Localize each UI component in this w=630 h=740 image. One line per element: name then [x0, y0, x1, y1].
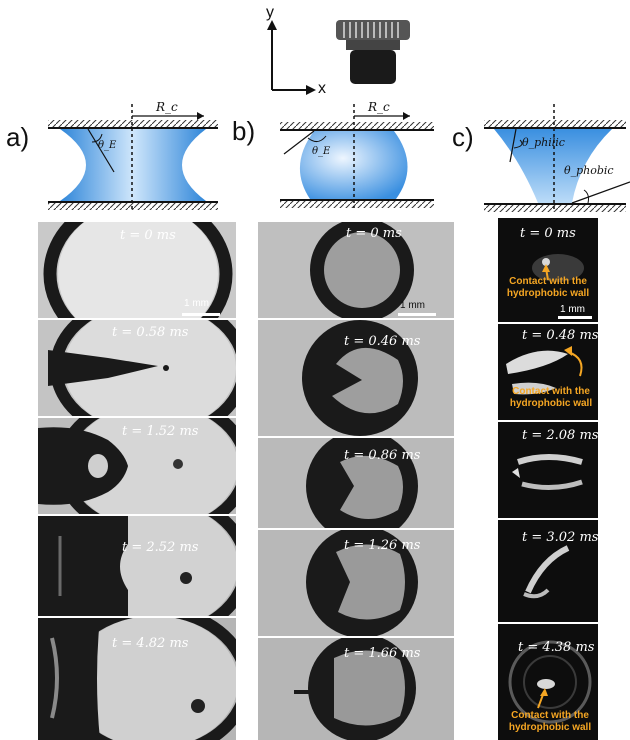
schematic-a: R_c θ_E — [44, 100, 222, 220]
time-label-c-0: t = 0 ms — [520, 226, 576, 241]
camera-icon — [336, 20, 410, 86]
time-label-c-4: t = 4.38 ms — [518, 640, 595, 655]
radius-label-a: R_c — [156, 100, 178, 114]
frame-c-1 — [498, 324, 598, 420]
time-label-a-3: t = 2.52 ms — [122, 540, 199, 555]
time-label-b-0: t = 0 ms — [346, 226, 402, 241]
time-label-a-4: t = 4.82 ms — [112, 636, 189, 651]
annotation-c-4: Contact with the hydrophobic wall — [508, 710, 592, 733]
time-label-c-1: t = 0.48 ms — [522, 328, 599, 343]
axes-indicator — [262, 8, 332, 98]
x-axis-label: x — [318, 80, 326, 97]
annotation-c-1: Contact with the hydrophobic wall — [509, 386, 593, 409]
radius-label-b: R_c — [368, 100, 390, 114]
time-label-b-3: t = 1.26 ms — [344, 538, 421, 553]
panel-c-label: c) — [452, 122, 474, 152]
annotation-c-0: Contact with the hydrophobic wall — [506, 276, 590, 299]
time-label-c-2: t = 2.08 ms — [522, 428, 599, 443]
schematic-b: R_c θ_E — [278, 96, 438, 216]
frame-b-1 — [258, 320, 454, 436]
time-label-a-0: t = 0 ms — [120, 228, 176, 243]
frame-a-2 — [38, 418, 236, 514]
schematic-c: θ_philic θ_phobic — [480, 100, 630, 220]
frame-a-3 — [38, 516, 236, 616]
scale-bar-label-c: 1 mm — [560, 304, 585, 315]
frame-b-2 — [258, 438, 454, 528]
frame-a-0 — [38, 222, 236, 318]
time-label-b-4: t = 1.66 ms — [344, 646, 421, 661]
time-label-b-1: t = 0.46 ms — [344, 334, 421, 349]
angle-label-a: θ_E — [98, 140, 117, 151]
scale-bar-a — [182, 313, 220, 316]
frame-b-0 — [258, 222, 454, 318]
scale-bar-b — [398, 313, 436, 316]
frame-c-3 — [498, 520, 598, 622]
frame-c-2 — [498, 422, 598, 518]
time-label-a-2: t = 1.52 ms — [122, 424, 199, 439]
y-axis-label: y — [266, 4, 274, 21]
frame-b-3 — [258, 530, 454, 636]
scale-bar-label-b: 1 mm — [400, 300, 425, 311]
panel-b-label: b) — [232, 116, 256, 146]
time-label-a-1: t = 0.58 ms — [112, 325, 189, 340]
panel-a-label: a) — [6, 122, 30, 152]
frame-a-1 — [38, 320, 236, 416]
scale-bar-c — [558, 316, 592, 319]
angle-phobic-label: θ_phobic — [564, 164, 614, 177]
frame-a-4 — [38, 618, 236, 740]
scale-bar-label-a: 1 mm — [184, 298, 209, 309]
time-label-c-3: t = 3.02 ms — [522, 530, 599, 545]
frame-c-0 — [498, 218, 598, 322]
frame-c-4 — [498, 624, 598, 740]
time-label-b-2: t = 0.86 ms — [344, 448, 421, 463]
angle-label-b: θ_E — [312, 146, 331, 157]
frame-b-4 — [258, 638, 454, 740]
angle-philic-label: θ_philic — [522, 136, 565, 149]
